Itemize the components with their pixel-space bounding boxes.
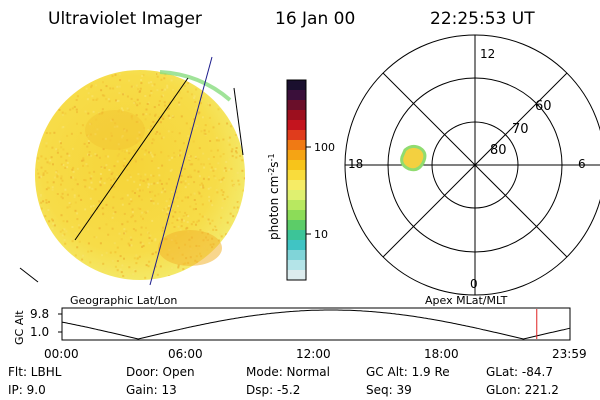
colorbar-swatch <box>287 180 306 191</box>
status-door: Door: Open <box>126 365 195 379</box>
mlt-label-0: 0 <box>470 277 478 291</box>
auroral-oval <box>400 144 427 172</box>
lat-label-60: 60 <box>535 99 552 114</box>
colorbar-swatch <box>287 170 306 181</box>
meridian-line <box>233 87 244 156</box>
status-seq: Seq: 39 <box>366 383 412 397</box>
status-glon: GLon: 221.2 <box>486 383 559 397</box>
mlt-label-6: 6 <box>578 157 586 171</box>
colorbar-swatch <box>287 190 306 201</box>
status-dsp: Dsp: -5.2 <box>246 383 300 397</box>
geographic-image <box>19 56 245 286</box>
colorbar-swatch <box>287 160 306 171</box>
left-panel-label: Geographic Lat/Lon <box>70 294 177 307</box>
ytick-high: 9.8 <box>30 307 49 321</box>
colorbar-swatch <box>287 90 306 101</box>
altitude-curve <box>61 309 571 340</box>
status-glat: GLat: -84.7 <box>486 365 553 379</box>
meridian-line <box>74 77 189 241</box>
xtick-2359: 23:59 <box>552 347 587 361</box>
colorbar-swatch <box>287 80 306 91</box>
colorbar-tick-10: 10 <box>314 228 328 241</box>
ytick-low: 1.0 <box>30 325 49 339</box>
right-panel-label: Apex MLat/MLT <box>425 294 508 307</box>
bright-region <box>85 110 145 150</box>
colorbar-swatch <box>287 230 306 241</box>
altitude-timeline: 9.8 1.0 GC Alt 00:00 06:00 12:00 18:00 2… <box>13 307 587 361</box>
xtick-0600: 06:00 <box>168 347 203 361</box>
meridian-line <box>149 56 213 286</box>
colorbar-swatch <box>287 220 306 231</box>
time-label: 22:25:53 UT <box>430 9 535 29</box>
mlt-label-12: 12 <box>480 47 495 61</box>
aurora-blob <box>158 230 222 266</box>
limb-emission <box>159 70 232 102</box>
timeline-ylabel: GC Alt <box>13 310 26 345</box>
polar-plot: 12 18 6 0 60 70 80 <box>344 34 600 296</box>
lat-label-70: 70 <box>512 122 529 137</box>
colorbar-swatch <box>287 140 306 151</box>
colorbar-swatch <box>287 250 306 261</box>
meridian-line <box>19 267 39 283</box>
lat-label-80: 80 <box>490 143 507 158</box>
colorbar-swatch <box>287 150 306 161</box>
image-noise <box>35 72 245 279</box>
status-gc-alt: GC Alt: 1.9 Re <box>366 365 450 379</box>
status-mode: Mode: Normal <box>246 365 330 379</box>
colorbar-swatch <box>287 100 306 111</box>
date-label: 16 Jan 00 <box>275 9 355 29</box>
colorbar-swatch <box>287 110 306 121</box>
colorbar-swatch <box>287 270 306 281</box>
colorbar-swatch <box>287 120 306 131</box>
xtick-0000: 00:00 <box>44 347 79 361</box>
color-bar: 100 10 photon cm-2s-1 <box>267 79 335 281</box>
mlt-label-18: 18 <box>348 157 363 171</box>
colorbar-swatch <box>287 240 306 251</box>
status-filter: Flt: LBHL <box>8 365 62 379</box>
colorbar-swatch <box>287 210 306 221</box>
colorbar-unit-label: photon cm-2s-1 <box>267 153 281 240</box>
colorbar-tick-100: 100 <box>314 141 335 154</box>
xtick-1200: 12:00 <box>296 347 331 361</box>
colorbar-swatch <box>287 260 306 271</box>
instrument-title: Ultraviolet Imager <box>48 9 202 29</box>
colorbar-swatch <box>287 200 306 211</box>
colorbar-swatch <box>287 130 306 141</box>
status-gain: Gain: 13 <box>126 383 177 397</box>
status-ip: IP: 9.0 <box>8 383 46 397</box>
status-panel: Flt: LBHL Door: Open Mode: Normal GC Alt… <box>8 365 559 397</box>
xtick-1800: 18:00 <box>424 347 459 361</box>
